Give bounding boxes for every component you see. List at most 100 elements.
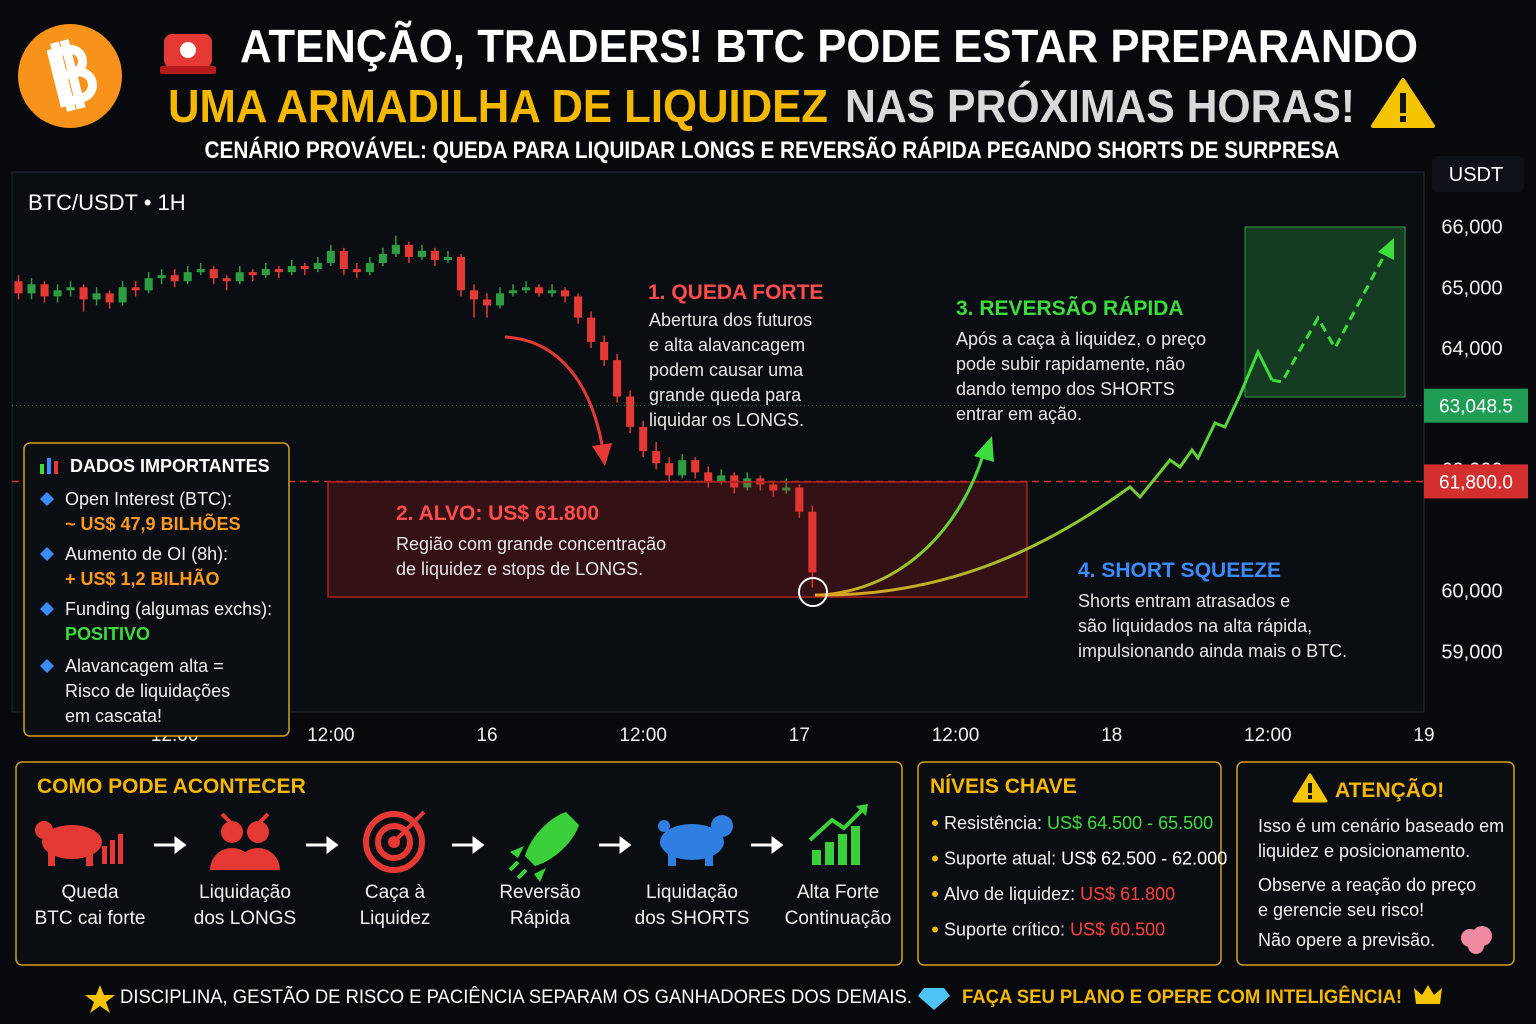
candle-body [14, 281, 23, 294]
drop-arrow [504, 335, 605, 451]
y-axis-label: USDT [1449, 164, 1503, 186]
candle-body [248, 272, 257, 276]
footer-left: DISCIPLINA, GESTÃO DE RISCO E PACIÊNCIA … [120, 986, 912, 1008]
x-tick-label: 16 [476, 725, 497, 746]
candle-body [27, 284, 36, 294]
price-tag-label: 61,800.0 [1439, 472, 1513, 493]
candle-body [587, 317, 596, 342]
level-text: Alvo de liquidez: US$ 61.800 [944, 884, 1175, 904]
candle-body [66, 287, 75, 291]
box-label: Aumento de OI (8h): [65, 544, 228, 564]
annotation-text: e alta alavancagem [649, 335, 805, 355]
footer: DISCIPLINA, GESTÃO DE RISCO E PACIÊNCIA … [85, 985, 1442, 1013]
candle-body [482, 299, 492, 306]
step-label: Liquidação [646, 882, 738, 903]
level-text: Suporte atual: US$ 62.500 - 62.000 [944, 849, 1227, 869]
warning-panel: ATENÇÃO! Isso é um cenário baseado em liq… [1236, 761, 1515, 966]
candle-body [261, 269, 270, 276]
candle-body [665, 463, 674, 476]
candle-body [365, 263, 374, 273]
candle-body [79, 287, 88, 300]
box-text: Alavancagem alta = [65, 656, 224, 676]
candle-body [326, 250, 335, 264]
candle-body [522, 287, 531, 291]
box-value: POSITIVO [65, 624, 150, 644]
target-box [1244, 226, 1406, 398]
candle-body [561, 290, 570, 297]
reversal-arrow [819, 451, 986, 597]
y-tick-label: 59,000 [1441, 641, 1502, 663]
level-value: US$ 61.800 [1080, 884, 1175, 904]
title-highlight: UMA ARMADILHA DE LIQUIDEZ [168, 80, 828, 132]
subtitle: CENÁRIO PROVÁVEL: QUEDA PARA LIQUIDAR LO… [205, 136, 1340, 164]
data-box: DADOS IMPORTANTES Open Interest (BTC): ~ … [23, 442, 290, 737]
candle-body [196, 269, 205, 273]
candle-body [339, 250, 348, 270]
annotation-title: 4. SHORT SQUEEZE [1078, 559, 1281, 582]
level-label: Suporte crítico: [944, 920, 1070, 940]
y-tick-label: 64,000 [1441, 338, 1502, 360]
step-label: Liquidez [360, 908, 431, 929]
projection-line [814, 348, 1274, 597]
annotations: 1. QUEDA FORTE Abertura dos futuros e alta… [396, 281, 1347, 661]
annotation-text: impulsionando ainda mais o BTC. [1078, 641, 1347, 661]
warning-text: Isso é um cenário baseado em [1258, 816, 1504, 836]
candle-body [40, 284, 49, 297]
bullet [932, 926, 938, 933]
level-label: Suporte atual: [944, 849, 1061, 869]
annotation-text: podem causar uma [649, 360, 804, 380]
flow-panel: COMO PODE ACONTECER Queda BTC cai forte Li… [15, 761, 903, 966]
level-value: US$ 62.500 - 62.000 [1061, 849, 1227, 869]
projection-dashed [1271, 251, 1388, 384]
candle-body [548, 290, 557, 294]
candle-body [678, 460, 687, 476]
liquidity-point [798, 577, 828, 607]
step-label: Caça à [365, 882, 426, 903]
level-label: Alvo de liquidez: [944, 884, 1080, 904]
candle-body [313, 263, 322, 270]
annotation-title: 1. QUEDA FORTE [648, 281, 823, 304]
box-label: Funding (algumas exchs): [65, 599, 272, 619]
candle-body [443, 256, 452, 260]
candle-body [795, 487, 804, 512]
candle-body [352, 269, 361, 273]
step-label: Reversão [499, 882, 580, 903]
candle-body [639, 426, 648, 452]
x-tick-label: 18 [1101, 725, 1122, 746]
candle-body [53, 290, 62, 297]
annotation-text: Abertura dos futuros [649, 310, 812, 330]
candle-body [378, 253, 387, 264]
candle-body [144, 278, 153, 291]
price-tag-label: 63,048.5 [1439, 397, 1513, 418]
annotation-text: são liquidados na alta rápida, [1078, 616, 1312, 636]
y-tick-label: 60,000 [1441, 581, 1502, 603]
candle-body [391, 244, 400, 254]
bullet [40, 492, 54, 506]
bullet [932, 891, 938, 897]
candle-body [183, 272, 192, 282]
x-tick-label: 12:00 [307, 725, 355, 746]
annotation-text: liquidar os LONGS. [649, 410, 804, 430]
bitcoin-logo [18, 24, 122, 128]
candle-body [235, 272, 244, 282]
candle-body [704, 472, 713, 482]
candle-body [105, 293, 114, 303]
box-text: Risco de liquidações [65, 681, 230, 701]
box-title: DADOS IMPORTANTES [70, 456, 270, 476]
candle-body [600, 341, 609, 361]
step-label: BTC cai forte [35, 908, 146, 929]
candle-body [691, 460, 700, 473]
box-label: Open Interest (BTC): [65, 489, 232, 509]
arrow-head [974, 436, 994, 462]
axis-unit-box [1432, 156, 1524, 192]
siren-icon [160, 34, 216, 74]
arrow-head [1378, 238, 1394, 260]
step-label: Rápida [510, 908, 571, 929]
price-tag [1424, 388, 1528, 423]
x-tick-label: 12:00 [619, 725, 667, 746]
candle-body [613, 360, 622, 397]
levels-panel: NÍVEIS CHAVE Resistência: US$ 64.500 - 6… [917, 761, 1227, 966]
candle-body [118, 287, 127, 303]
candle-body [456, 256, 466, 291]
box-value: ~ US$ 47,9 BILHÕES [65, 513, 241, 534]
